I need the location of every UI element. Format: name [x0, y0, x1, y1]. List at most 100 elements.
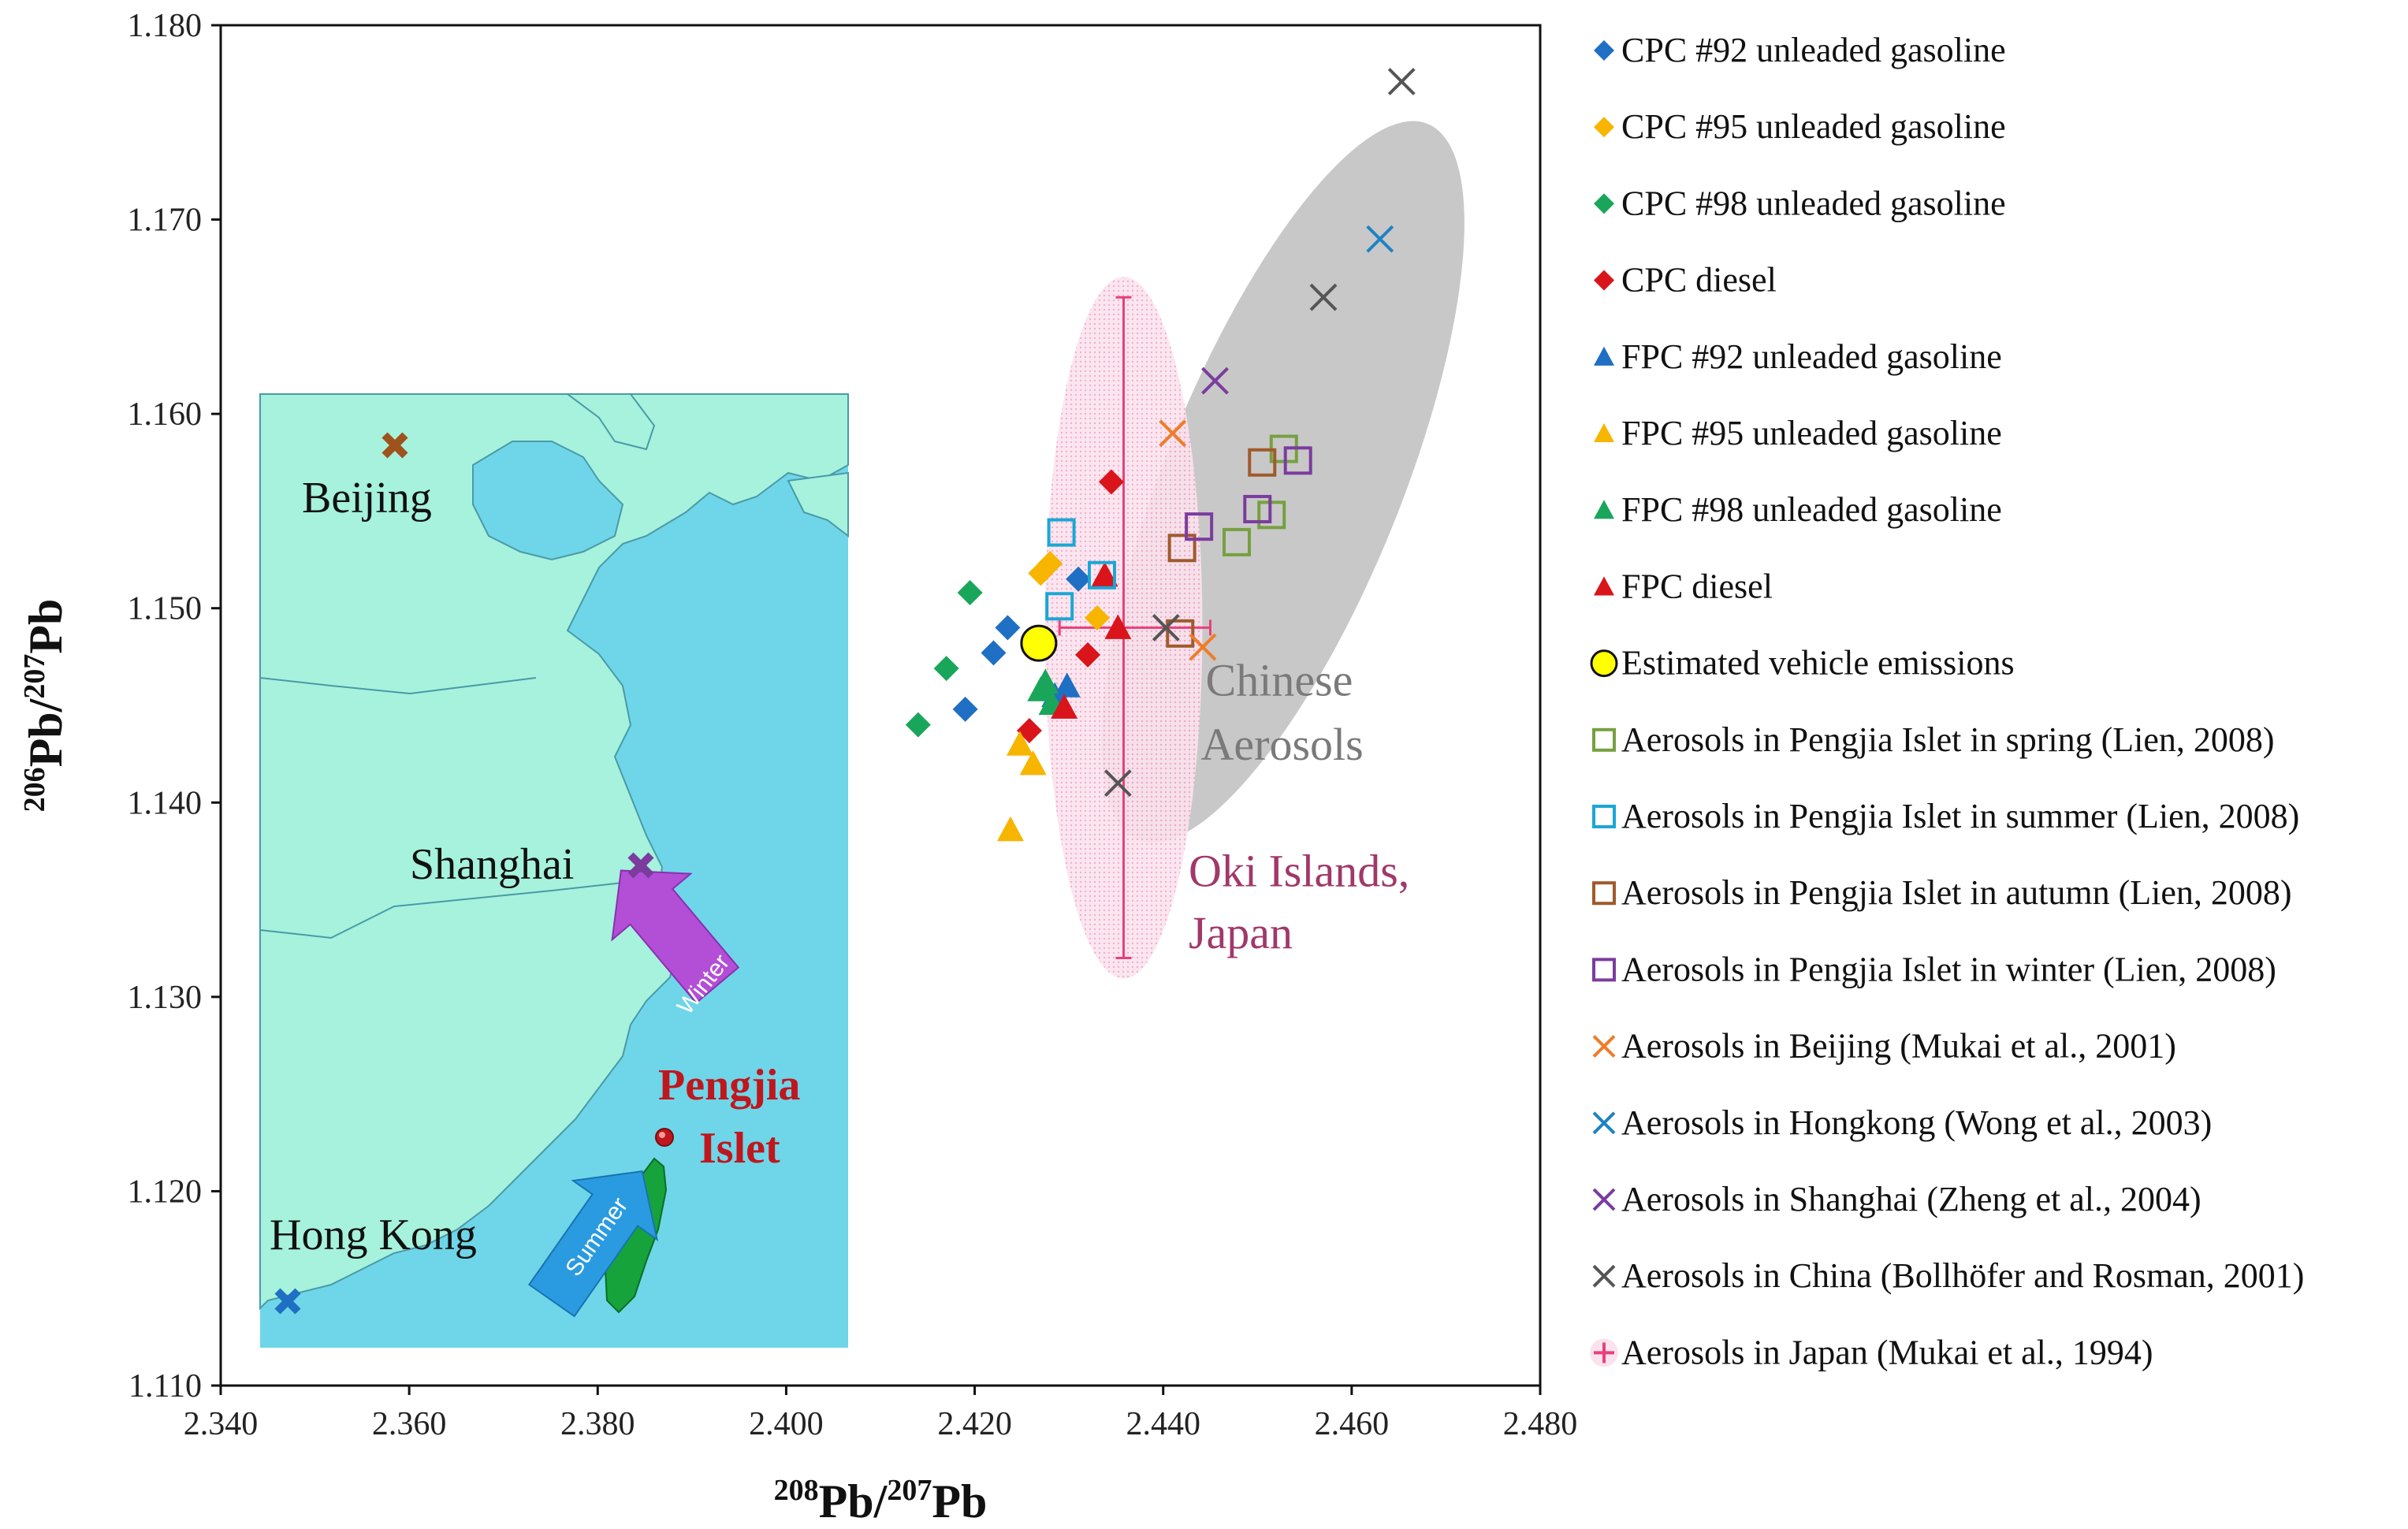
y-axis-title: 206Pb/207Pb [18, 599, 72, 813]
beijing-marker [381, 432, 408, 459]
data-point [995, 615, 1021, 641]
x-tick-label: 2.400 [749, 1406, 824, 1442]
map-bohai-bay [472, 441, 624, 561]
legend-label: FPC #98 unleaded gasoline [1621, 490, 2002, 529]
map-river-1 [259, 677, 537, 695]
data-point [1066, 566, 1092, 592]
legend-label: Aerosols in Pengjia Islet in summer (Lie… [1621, 797, 2299, 835]
series-16 [1104, 68, 1416, 798]
data-point [905, 712, 931, 738]
data-point [1006, 731, 1033, 756]
series-8 [1020, 624, 1058, 662]
series-2 [905, 579, 983, 738]
series-1 [1028, 551, 1111, 631]
data-point [1166, 619, 1195, 648]
data-point [997, 816, 1025, 842]
map-inset: Winter Summer Beijing Shanghai Hong Kong… [259, 393, 849, 1348]
legend-item: Aerosols in China (Bollhöfer and Rosman,… [1592, 1256, 2304, 1295]
summer-arrow [527, 1170, 659, 1318]
legend-item: CPC #92 unleaded gasoline [1594, 31, 2006, 69]
legend-label: CPC #98 unleaded gasoline [1621, 184, 2006, 222]
legend-marker [1592, 727, 1616, 752]
legend-label: Aerosols in Pengjia Islet in spring (Lie… [1621, 720, 2275, 759]
map-river-2 [259, 882, 623, 939]
data-point [1098, 469, 1124, 495]
data-point [1047, 518, 1076, 547]
data-point [1222, 527, 1251, 556]
data-point [1387, 68, 1416, 95]
legend-item: Aerosols in Pengjia Islet in autumn (Lie… [1592, 873, 2292, 912]
x-tick-label: 2.480 [1503, 1406, 1578, 1442]
data-point [1167, 534, 1197, 563]
beijing-label: Beijing [302, 474, 432, 523]
legend-item: Aerosols in Shanghai (Zheng et al., 2004… [1592, 1180, 2201, 1218]
series-7 [1051, 561, 1132, 719]
series-5 [997, 731, 1047, 842]
data-point [1019, 750, 1047, 776]
legend-marker [1592, 958, 1616, 982]
legend-item: Aerosols in Pengjia Islet in summer (Lie… [1592, 797, 2299, 835]
x-tick-label: 2.360 [372, 1406, 447, 1442]
series-0 [952, 566, 1092, 722]
legend-label: Aerosols in China (Bollhöfer and Rosman,… [1621, 1256, 2304, 1295]
pengjia-label-line1: Pengjia [658, 1061, 800, 1110]
data-point [1051, 694, 1078, 719]
legend-marker [1594, 1342, 1614, 1363]
legend-label: FPC #92 unleaded gasoline [1621, 337, 2002, 376]
y-tick-label: 1.120 [128, 1174, 203, 1210]
legend-item: Estimated vehicle emissions [1590, 644, 2015, 683]
y-tick-label: 1.140 [128, 785, 203, 821]
map-liaodong [565, 393, 656, 451]
winter-arrow [611, 869, 740, 1004]
shanghai-label: Shanghai [410, 840, 574, 889]
data-point [1037, 551, 1063, 577]
data-point [1159, 419, 1187, 448]
data-point [1152, 613, 1180, 642]
pengjia-label-line2: Islet [699, 1124, 780, 1173]
data-point [1283, 446, 1312, 475]
legend-marker [1594, 423, 1614, 443]
data-point [1309, 283, 1338, 311]
legend-item: CPC diesel [1594, 261, 1777, 299]
data-points [905, 68, 1416, 842]
pengjia-islet-marker [655, 1128, 674, 1147]
legend-label: Aerosols in Hongkong (Wong et al., 2003) [1621, 1103, 2212, 1142]
legend-marker [1592, 1188, 1616, 1211]
data-point [933, 656, 959, 682]
shanghai-marker [627, 852, 654, 879]
legend-marker [1594, 117, 1614, 138]
x-tick-label: 2.460 [1315, 1406, 1390, 1442]
y-tick-label: 1.130 [128, 980, 203, 1016]
x-tick-label: 2.440 [1126, 1406, 1200, 1442]
data-point [1366, 225, 1394, 253]
legend-label: FPC #95 unleaded gasoline [1621, 414, 2002, 452]
data-point [1104, 614, 1132, 639]
data-point [1243, 494, 1272, 523]
y-tick-label: 1.150 [128, 591, 203, 627]
x-tick-label: 2.340 [184, 1406, 259, 1442]
legend-item: CPC #95 unleaded gasoline [1594, 107, 2006, 146]
legend-label: Aerosols in Shanghai (Zheng et al., 2004… [1621, 1180, 2201, 1218]
hong-kong-label: Hong Kong [270, 1211, 477, 1259]
chinese-aerosols-label-line2: Aerosols [1201, 719, 1364, 770]
data-point [1189, 633, 1217, 661]
legend-marker [1594, 576, 1614, 596]
legend-label: CPC #95 unleaded gasoline [1621, 107, 2006, 146]
y-tick-label: 1.170 [128, 203, 203, 239]
data-point [1087, 560, 1116, 590]
series-13 [1159, 419, 1217, 661]
hong-kong-marker [274, 1288, 301, 1315]
legend-marker [1592, 1264, 1616, 1288]
data-point [1104, 769, 1132, 798]
chinese-aerosols-label-line1: Chinese [1206, 655, 1353, 706]
data-point [1091, 561, 1118, 587]
legend-label: CPC #92 unleaded gasoline [1621, 31, 2006, 69]
x-tick-label: 2.420 [937, 1406, 1012, 1442]
data-point [981, 640, 1007, 666]
legend-label: FPC diesel [1621, 567, 1773, 605]
legend-marker [1594, 40, 1614, 61]
data-point [1248, 448, 1277, 477]
series-10 [1045, 518, 1116, 621]
legend-label: CPC diesel [1621, 261, 1777, 299]
legend-label: Estimated vehicle emissions [1621, 644, 2015, 683]
